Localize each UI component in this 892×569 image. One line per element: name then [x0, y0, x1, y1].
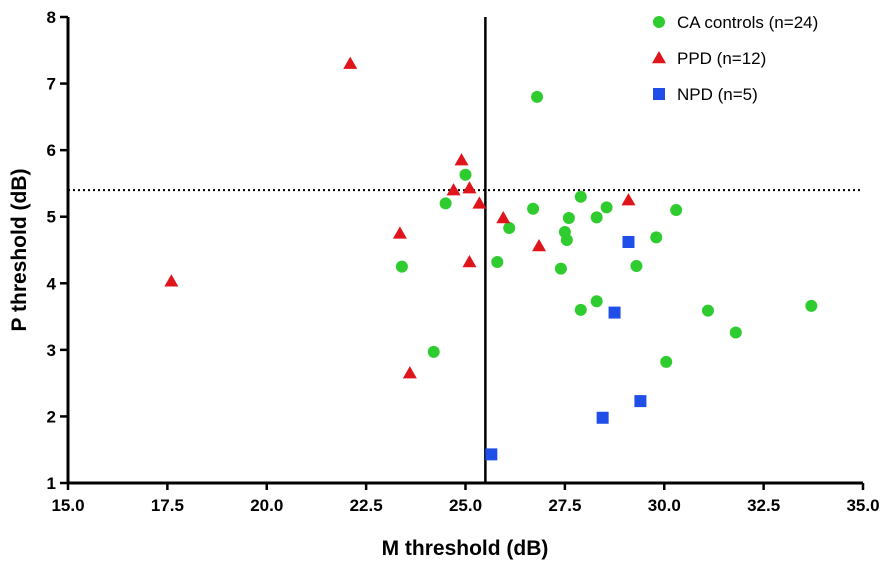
data-point-circle	[395, 260, 408, 273]
legend-label: CA controls (n=24)	[677, 13, 818, 32]
data-point-triangle	[472, 196, 487, 209]
data-point-square	[485, 448, 498, 461]
reference-lines	[68, 17, 863, 483]
y-tick-label: 7	[47, 75, 56, 94]
data-point-square	[634, 395, 647, 408]
data-point-square	[608, 306, 621, 319]
legend-label: PPD (n=12)	[677, 49, 766, 68]
series-square	[485, 236, 647, 461]
data-point-circle	[590, 295, 603, 308]
data-point-circle	[560, 234, 573, 247]
y-tick-label: 5	[47, 208, 56, 227]
x-axis-title: M threshold (dB)	[382, 537, 549, 560]
data-point-square	[596, 411, 609, 424]
data-point-circle	[427, 345, 440, 358]
x-tick-label: 17.5	[151, 496, 184, 515]
y-axis-ticks: 1 2 3 4 5 6 7 8	[47, 8, 68, 493]
data-point-circle	[459, 168, 472, 181]
y-tick-label: 2	[47, 407, 56, 426]
data-point-circle	[574, 303, 587, 316]
data-point-circle	[562, 212, 575, 225]
data-point-circle	[600, 201, 613, 214]
data-point-circle	[531, 90, 544, 103]
legend-marker-square	[653, 88, 665, 100]
data-point-square	[622, 236, 635, 249]
x-axis-ticks: 15.0 17.5 20.0 22.5 25.0 27.5 30.0 32.5 35.0	[51, 483, 880, 515]
data-point-triangle	[454, 153, 469, 166]
legend-label: NPD (n=5)	[677, 85, 758, 104]
data-point-circle	[503, 222, 516, 235]
data-point-circle	[574, 190, 587, 203]
data-points	[164, 56, 818, 461]
data-point-circle	[729, 326, 742, 339]
data-point-triangle	[621, 193, 636, 206]
data-point-triangle	[446, 183, 461, 196]
data-point-triangle	[496, 211, 511, 224]
y-axis-title: P threshold (dB)	[8, 169, 31, 332]
x-tick-label: 27.5	[548, 496, 581, 515]
y-tick-label: 1	[47, 474, 56, 493]
y-tick-label: 8	[47, 8, 56, 27]
data-point-circle	[491, 255, 504, 268]
y-tick-label: 6	[47, 141, 56, 160]
data-point-circle	[805, 299, 818, 312]
data-point-circle	[439, 197, 452, 210]
legend: CA controls (n=24) PPD (n=12) NPD (n=5)	[652, 13, 818, 104]
data-point-circle	[701, 304, 714, 317]
legend-marker-triangle	[652, 51, 666, 64]
x-tick-label: 25.0	[449, 496, 482, 515]
series-circle	[395, 90, 818, 368]
data-point-circle	[670, 204, 683, 217]
data-point-triangle	[402, 366, 417, 379]
data-point-circle	[660, 355, 673, 368]
x-tick-label: 22.5	[350, 496, 383, 515]
x-tick-label: 20.0	[250, 496, 283, 515]
y-tick-label: 3	[47, 341, 56, 360]
series-triangle	[164, 56, 636, 379]
x-tick-label: 15.0	[51, 496, 84, 515]
x-tick-label: 35.0	[846, 496, 879, 515]
data-point-triangle	[462, 254, 477, 268]
data-point-circle	[554, 262, 567, 275]
y-tick-label: 4	[47, 274, 57, 293]
data-point-triangle	[392, 226, 407, 239]
data-point-triangle	[343, 56, 358, 69]
data-point-circle	[650, 231, 663, 244]
x-tick-label: 32.5	[747, 496, 780, 515]
data-point-triangle	[532, 239, 547, 252]
data-point-triangle	[164, 274, 179, 287]
data-point-circle	[527, 202, 540, 215]
x-tick-label: 30.0	[648, 496, 681, 515]
legend-marker-circle	[653, 16, 665, 28]
data-point-circle	[590, 211, 603, 224]
data-point-circle	[630, 259, 643, 272]
data-point-triangle	[462, 181, 477, 194]
